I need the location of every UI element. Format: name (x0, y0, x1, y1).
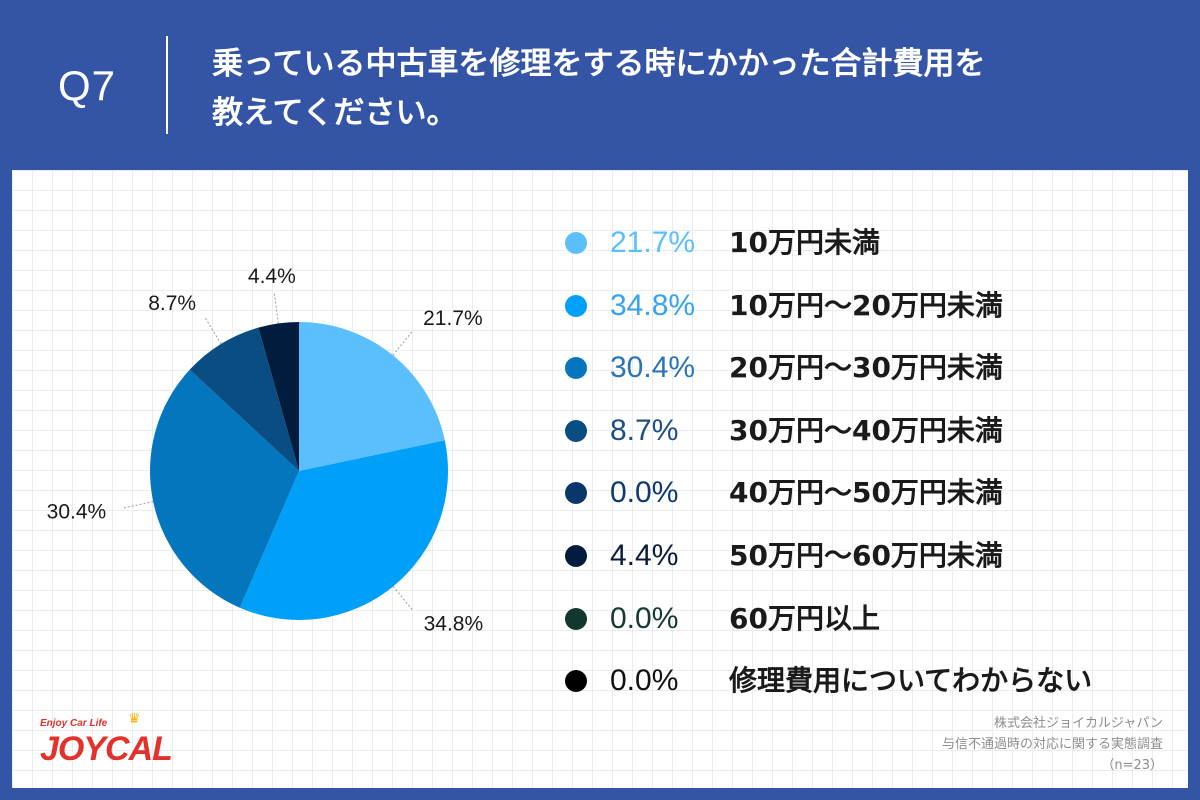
legend-category: 50万円〜60万円未満 (729, 538, 1003, 572)
slice-label-0: 21.7% (423, 307, 483, 330)
legend-swatch (565, 357, 587, 380)
legend-percent: 0.0% (610, 476, 679, 510)
slice-label-3: 8.7% (148, 292, 196, 315)
footer-company: 株式会社ジョイカルジャパン (993, 716, 1163, 731)
slice-label-5: 4.4% (248, 265, 296, 288)
pie-slice-3 (189, 327, 299, 471)
leader-line-0 (392, 330, 414, 356)
question-line-1: 乗っている中古車を修理をする時にかかった合計費用を (212, 46, 986, 82)
legend-item-3: 8.7% 30万円〜40万円未満 (565, 410, 1165, 473)
legend-category: 60万円以上 (729, 601, 880, 635)
pie-slice-1 (239, 440, 448, 620)
pie-slice-0 (299, 322, 445, 471)
legend-item-7: 0.0% 修理費用についてわからない (565, 660, 1165, 723)
legend-swatch (565, 482, 587, 505)
legend-percent: 30.4% (610, 351, 696, 385)
legend-swatch (565, 232, 587, 254)
leader-line-1 (392, 586, 414, 612)
question-number: Q7 (58, 62, 117, 109)
pie-slice-2 (150, 369, 299, 608)
legend-category: 10万円未満 (729, 226, 880, 259)
legend-swatch (565, 607, 587, 630)
question-text: 乗っている中古車を修理をする時にかかった合計費用を 教えてください。 (212, 40, 1172, 138)
legend-percent: 34.8% (610, 288, 696, 322)
header-divider (166, 36, 168, 134)
legend-category: 30万円〜40万円未満 (729, 413, 1003, 447)
legend: 21.7% 10万円未満 34.8% 10万円〜20万円未満 30.4% 20万円〜30万… (565, 222, 1165, 723)
header-banner: Q7 乗っている中古車を修理をする時にかかった合計費用を 教えてください。 (0, 0, 1200, 170)
legend-percent: 21.7% (610, 226, 696, 259)
legend-item-5: 4.4% 50万円〜60万円未満 (565, 535, 1165, 598)
legend-swatch (565, 294, 587, 317)
legend-swatch (565, 670, 587, 693)
crown-icon: ♛ (128, 711, 141, 727)
footer-source: 株式会社ジョイカルジャパン 与信不通過時の対応に関する実態調査 （n=23） (942, 713, 1163, 776)
footer-sample-size: （n=23） (1101, 758, 1163, 773)
legend-category: 修理費用についてわからない (729, 664, 1093, 698)
legend-item-1: 34.8% 10万円〜20万円未満 (565, 285, 1165, 348)
legend-item-2: 30.4% 20万円〜30万円未満 (565, 347, 1165, 410)
logo-wordmark: JOYCAL (40, 730, 173, 768)
legend-percent: 8.7% (610, 413, 679, 447)
legend-category: 10万円〜20万円未満 (729, 288, 1003, 322)
pie-slice-5 (258, 322, 299, 471)
pie-chart: 21.7% 34.8% 30.4% 8.7% 4.4% (47, 265, 484, 636)
footer-survey: 与信不通過時の対応に関する実態調査 (941, 737, 1163, 752)
legend-item-0: 21.7% 10万円未満 (565, 222, 1165, 285)
legend-item-6: 0.0% 60万円以上 (565, 598, 1165, 661)
legend-percent: 0.0% (610, 664, 679, 698)
chart-panel: 21.7% 34.8% 30.4% 8.7% 4.4% 21.7% 10万円未満 34.8%… (12, 170, 1188, 788)
legend-category: 40万円〜50万円未満 (729, 476, 1003, 510)
legend-item-4: 0.0% 40万円〜50万円未満 (565, 472, 1165, 535)
legend-percent: 0.0% (610, 601, 679, 635)
slice-label-2: 30.4% (47, 501, 107, 524)
joycal-logo: Enjoy Car Life ♛ JOYCAL (40, 712, 200, 780)
slice-label-1: 34.8% (424, 613, 484, 636)
leader-line-5 (273, 291, 279, 324)
legend-percent: 4.4% (610, 538, 679, 572)
logo-tagline: Enjoy Car Life (40, 718, 108, 729)
question-line-2: 教えてください。 (212, 95, 458, 131)
legend-category: 20万円〜30万円未満 (729, 351, 1003, 385)
leader-line-2 (121, 501, 154, 509)
legend-swatch (565, 544, 587, 567)
legend-swatch (565, 419, 587, 442)
leader-line-3 (204, 316, 222, 345)
